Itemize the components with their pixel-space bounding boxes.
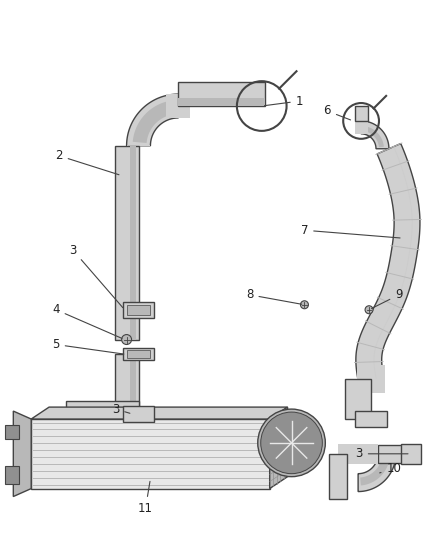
Polygon shape xyxy=(66,401,138,417)
Text: 2: 2 xyxy=(55,149,119,175)
Circle shape xyxy=(258,409,325,477)
Polygon shape xyxy=(13,411,31,497)
Polygon shape xyxy=(345,379,371,419)
Text: 1: 1 xyxy=(265,94,303,108)
Text: 3: 3 xyxy=(112,402,130,416)
Text: 4: 4 xyxy=(52,303,122,338)
Text: 6: 6 xyxy=(324,104,350,120)
Polygon shape xyxy=(114,440,137,464)
Polygon shape xyxy=(357,365,385,393)
Polygon shape xyxy=(178,98,265,106)
Text: 11: 11 xyxy=(138,481,153,515)
Text: 5: 5 xyxy=(53,338,124,354)
Text: 7: 7 xyxy=(301,224,400,238)
Polygon shape xyxy=(130,354,135,414)
Bar xyxy=(31,419,270,489)
Polygon shape xyxy=(355,121,367,134)
Bar xyxy=(5,425,19,439)
Polygon shape xyxy=(338,444,378,464)
Polygon shape xyxy=(356,143,420,382)
Bar xyxy=(127,351,150,358)
Polygon shape xyxy=(329,454,347,498)
Bar xyxy=(401,444,421,464)
Polygon shape xyxy=(133,100,176,143)
Polygon shape xyxy=(378,445,411,463)
Polygon shape xyxy=(270,407,288,489)
Bar xyxy=(123,349,155,360)
Polygon shape xyxy=(127,94,178,146)
Text: 3: 3 xyxy=(69,244,123,308)
Bar xyxy=(127,305,150,314)
Polygon shape xyxy=(360,456,390,486)
Bar xyxy=(5,466,19,483)
Text: 3: 3 xyxy=(355,447,408,461)
Polygon shape xyxy=(358,454,396,491)
Circle shape xyxy=(365,306,373,314)
Polygon shape xyxy=(130,146,135,340)
Polygon shape xyxy=(355,106,367,121)
Circle shape xyxy=(122,335,131,344)
Bar xyxy=(123,406,155,422)
Polygon shape xyxy=(363,126,384,147)
Polygon shape xyxy=(178,82,265,106)
Polygon shape xyxy=(115,354,138,414)
Text: 8: 8 xyxy=(246,288,302,304)
Circle shape xyxy=(300,301,308,309)
Text: 9: 9 xyxy=(371,288,403,309)
Bar xyxy=(355,411,387,427)
Circle shape xyxy=(261,412,322,474)
Polygon shape xyxy=(115,146,138,340)
Polygon shape xyxy=(361,121,389,149)
Polygon shape xyxy=(31,407,288,419)
Text: 10: 10 xyxy=(380,462,401,475)
Polygon shape xyxy=(166,94,190,118)
Bar xyxy=(123,302,155,318)
Polygon shape xyxy=(109,439,138,469)
